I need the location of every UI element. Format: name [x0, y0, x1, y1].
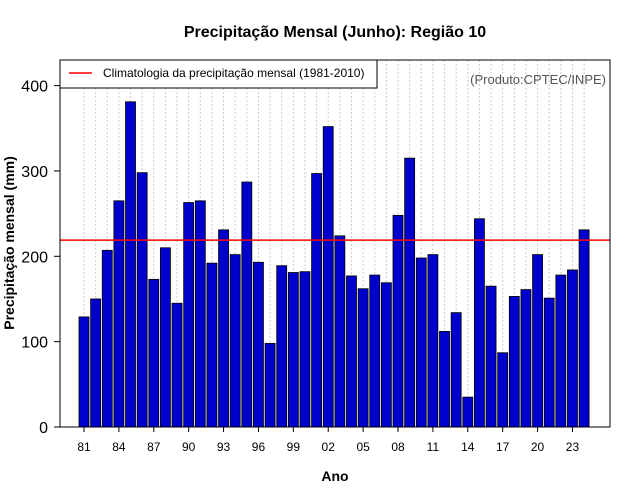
bar-2008 [392, 214, 404, 428]
x-tick-label: 02 [322, 440, 336, 454]
x-tick-label: 90 [182, 440, 196, 454]
bar-1998 [276, 265, 288, 428]
bar-1988 [160, 247, 171, 428]
y-axis-label: Precipitação mensal (mm) [1, 156, 17, 330]
bar-2000 [299, 271, 311, 428]
bar-1997 [264, 342, 276, 428]
x-axis-label: Ano [321, 468, 348, 484]
bar-2009 [404, 157, 416, 428]
bar-2024 [578, 229, 590, 428]
x-tick-label: 93 [217, 440, 231, 454]
x-tick-label: 11 [427, 440, 440, 454]
y-tick-label: 300 [21, 164, 48, 181]
credit-text: (Produto:CPTEC/INPE) [470, 72, 606, 87]
legend-box [59, 59, 378, 89]
x-axis: 81 84 87 90 93 96 99 02 05 08 11 14 17 20 23 [77, 427, 579, 454]
x-tick-label: 96 [252, 440, 266, 454]
bar-series [78, 101, 590, 428]
bar-1989 [171, 302, 183, 428]
x-tick-label: 14 [461, 440, 475, 454]
bar-2015 [474, 218, 485, 428]
bar-2022 [555, 274, 567, 428]
bar-1994 [229, 254, 241, 428]
y-tick-label: 100 [21, 335, 48, 352]
y-tick-label: 400 [21, 79, 48, 96]
bar-1987 [148, 278, 160, 428]
x-tick-label: 84 [112, 440, 126, 454]
x-tick-label: 17 [496, 440, 510, 454]
x-tick-label: 05 [356, 440, 370, 454]
bar-1990 [183, 202, 195, 428]
bar-2004 [346, 275, 357, 428]
chart-title: Precipitação Mensal (Junho): Região 10 [184, 24, 486, 41]
bar-2002 [322, 126, 334, 428]
bar-2023 [567, 269, 578, 428]
bar-1993 [218, 229, 229, 428]
bar-2012 [439, 331, 450, 428]
bar-2007 [380, 282, 392, 428]
legend: Climatologia da precipitação mensal (198… [59, 59, 378, 89]
bar-2016 [485, 285, 497, 428]
x-tick-label: 81 [77, 440, 91, 454]
x-tick-label: 20 [531, 440, 545, 454]
bar-2013 [450, 312, 462, 428]
bar-1983 [101, 249, 113, 428]
bar-1982 [90, 298, 102, 428]
legend-climatology-label: Climatologia da precipitação mensal (198… [103, 66, 364, 80]
bar-1984 [113, 200, 125, 428]
bar-2006 [369, 274, 381, 428]
bar-2003 [334, 235, 346, 428]
bar-2014 [462, 396, 474, 428]
bar-1995 [241, 181, 253, 428]
bar-2001 [311, 173, 323, 428]
y-axis: 0 100 200 300 400 [21, 79, 60, 437]
x-tick-label: 23 [566, 440, 580, 454]
bar-1981 [78, 316, 90, 428]
y-tick-label: 0 [39, 420, 48, 437]
bar-2005 [357, 288, 369, 428]
bar-1992 [206, 262, 218, 428]
bar-2021 [543, 297, 555, 428]
bar-1985 [125, 101, 136, 428]
x-tick-label: 08 [391, 440, 405, 454]
x-tick-label: 87 [147, 440, 161, 454]
bar-1996 [253, 261, 264, 428]
bar-2010 [415, 257, 427, 428]
bar-2019 [520, 289, 532, 428]
bar-2018 [508, 296, 520, 428]
bar-2017 [497, 352, 509, 428]
bar-1999 [287, 272, 299, 428]
x-tick-label: 99 [287, 440, 301, 454]
y-tick-label: 200 [21, 249, 48, 266]
bar-1986 [136, 172, 148, 428]
bar-2011 [427, 254, 439, 428]
bar-1991 [194, 200, 206, 428]
bar-2020 [532, 254, 543, 428]
